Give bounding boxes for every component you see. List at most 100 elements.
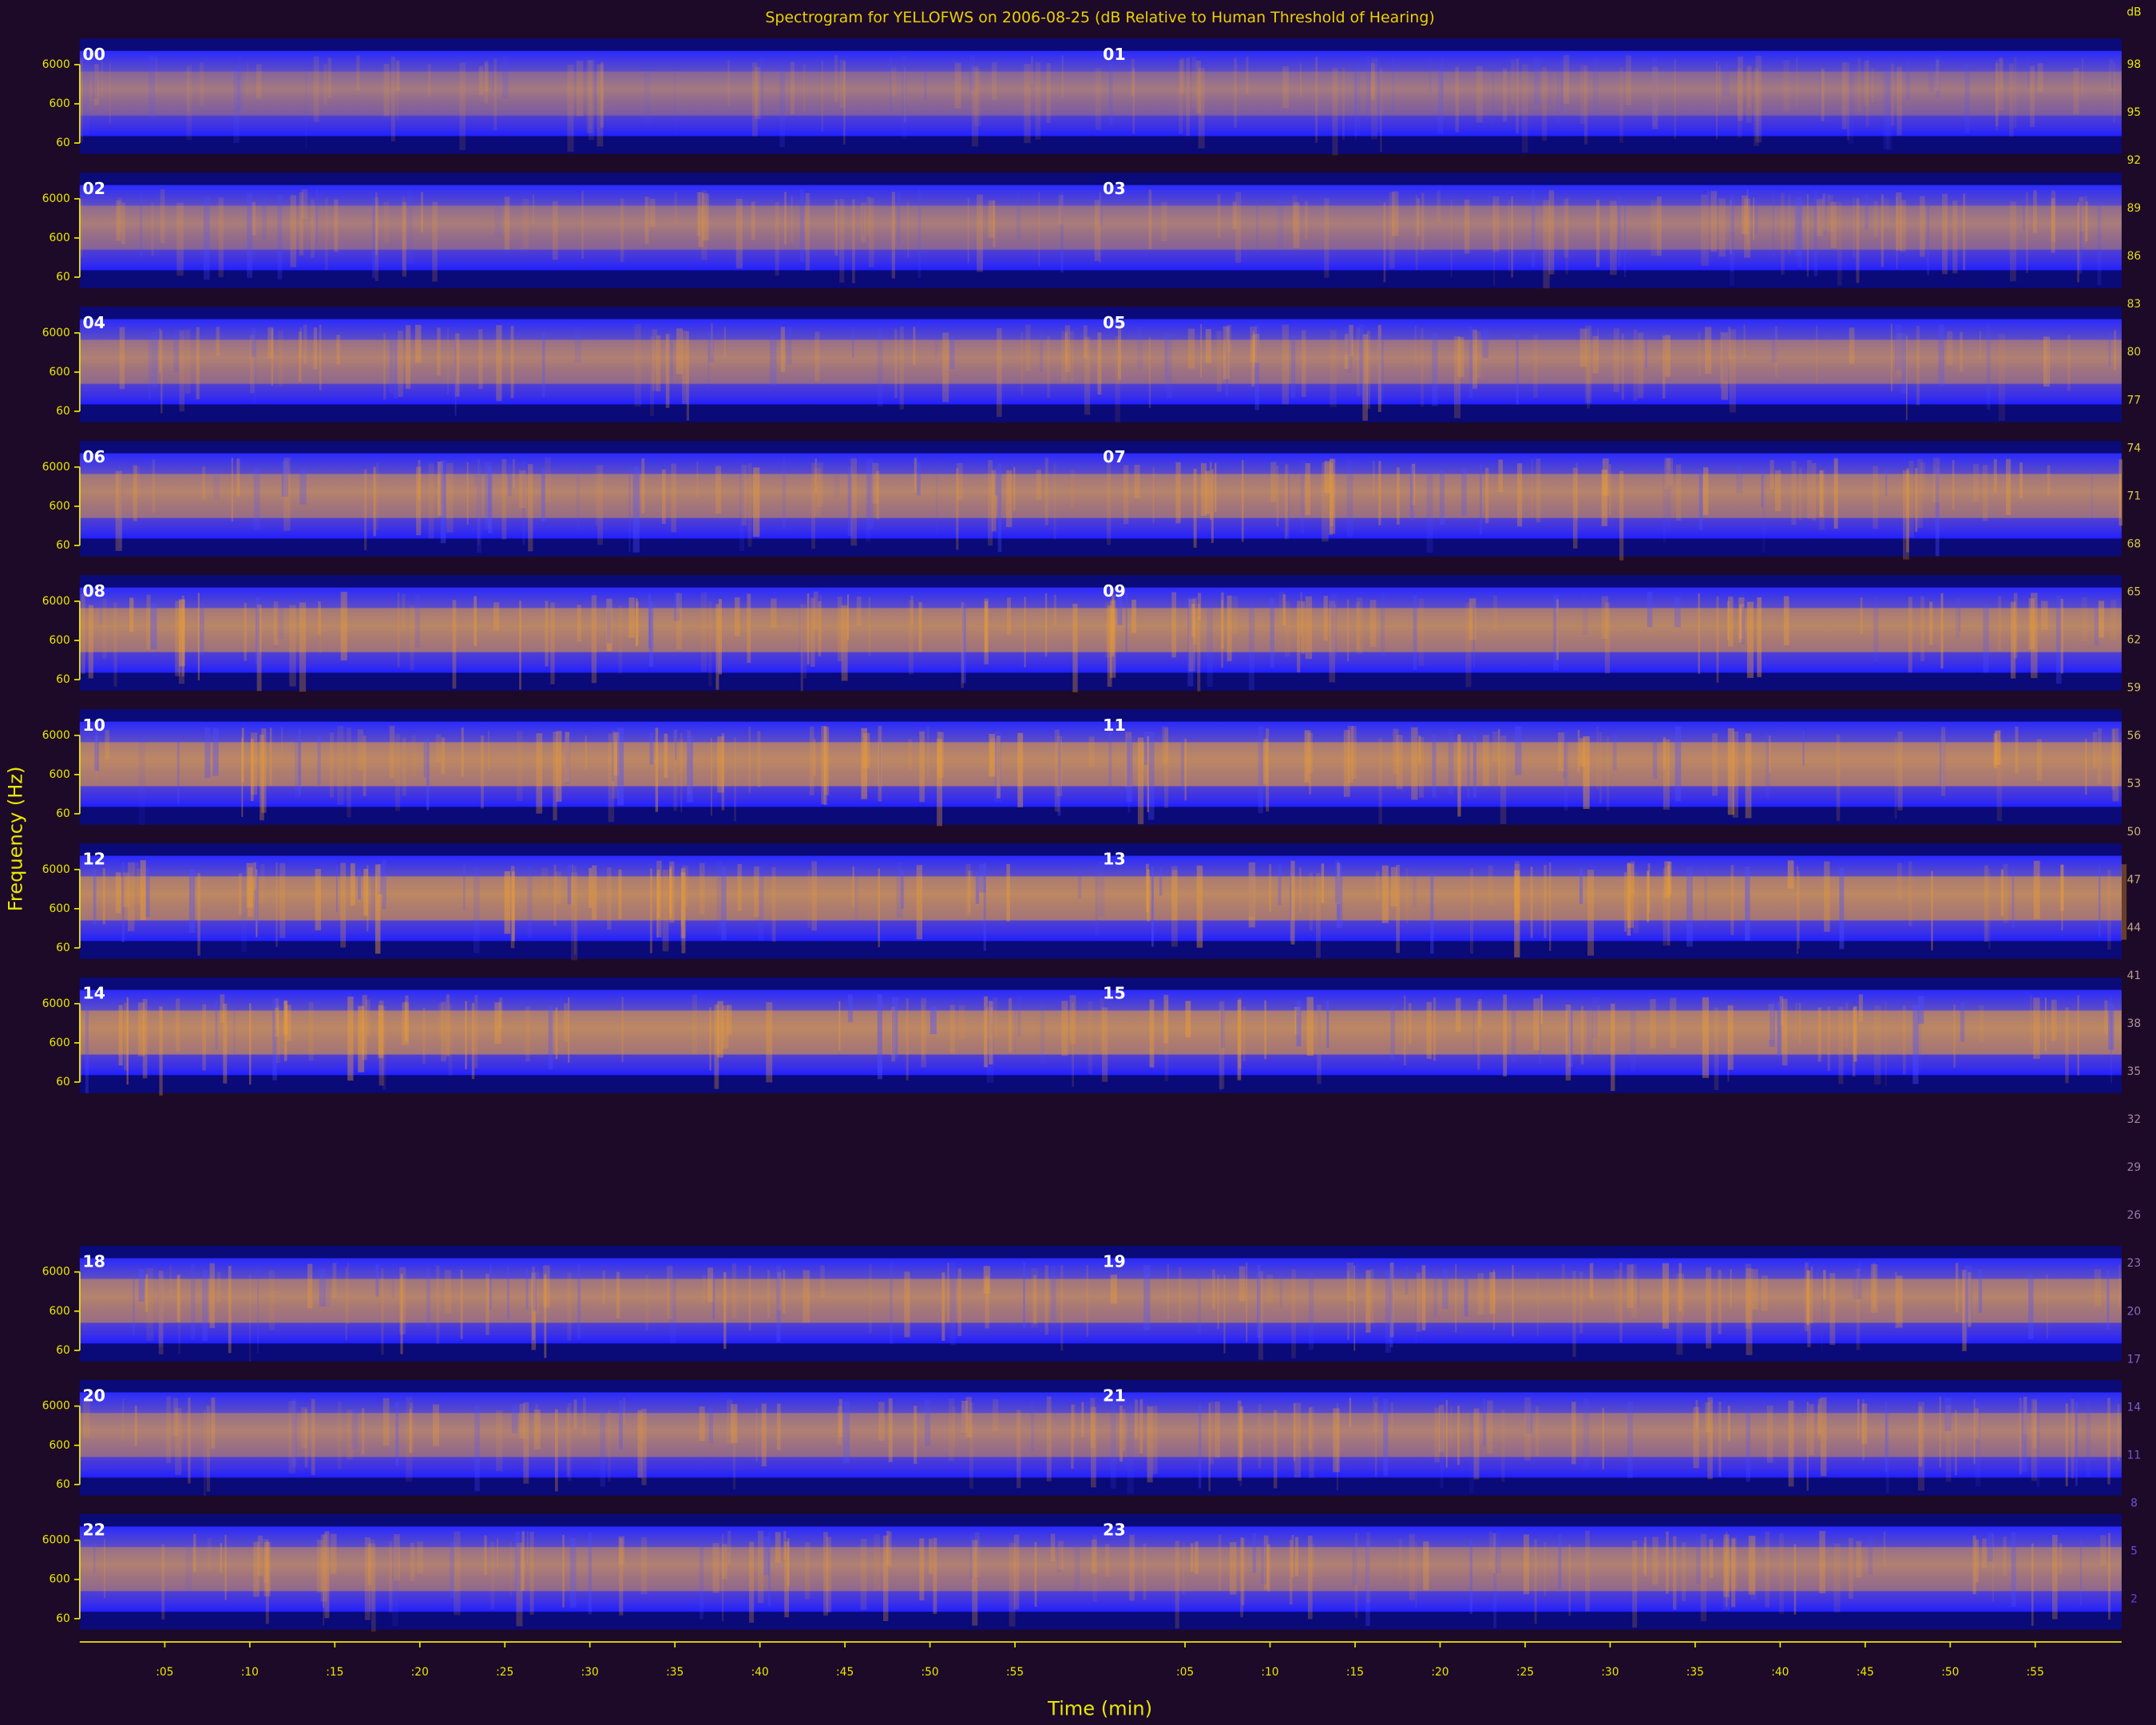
spectrogram-texture [665, 334, 670, 408]
spectrogram-texture [1229, 1541, 1237, 1595]
spectrogram-texture [124, 1002, 129, 1071]
spectrogram-texture [770, 335, 777, 387]
spectrogram-texture [676, 593, 682, 649]
spectrogram-texture [860, 1538, 867, 1611]
spectrogram-texture [1239, 1266, 1246, 1301]
spectrogram-texture [202, 466, 206, 500]
spectrogram-texture [722, 1005, 729, 1049]
spectrogram-texture [1656, 196, 1662, 256]
spectrogram-texture [675, 729, 677, 760]
spectrogram-texture [1248, 603, 1255, 691]
spectrogram-texture [288, 1400, 296, 1473]
spectrogram-texture [986, 1007, 993, 1039]
spectrogram-texture [933, 1537, 937, 1614]
spectrogram-texture [1278, 592, 1285, 625]
spectrogram-texture [269, 728, 272, 786]
spectrogram-texture [1942, 193, 1948, 275]
spectrogram-texture [496, 1410, 503, 1472]
spectrogram-texture [699, 862, 705, 914]
spectrogram-texture [775, 1532, 781, 1563]
spectrogram-texture [596, 64, 604, 147]
spectrogram-texture [121, 862, 125, 943]
spectrogram-texture [1134, 464, 1140, 498]
spectrogram-texture [102, 868, 105, 925]
spectrogram-texture [1294, 1537, 1299, 1576]
spectrogram-texture [969, 55, 976, 91]
spectrogram-texture [1195, 1541, 1199, 1574]
spectrogram-texture [1309, 730, 1312, 795]
spectrogram-texture [1707, 190, 1710, 266]
spectrogram-texture [209, 1263, 215, 1329]
spectrogram-texture [1992, 1534, 1994, 1603]
spectrogram-texture [1330, 330, 1337, 407]
spectrogram-texture [1747, 65, 1751, 108]
spectrogram-texture [661, 469, 666, 524]
y-tick-label: 600 [50, 634, 70, 647]
spectrogram-texture [1127, 1406, 1134, 1494]
spectrogram-texture [1511, 196, 1513, 278]
spectrogram-texture [1472, 605, 1475, 668]
spectrogram-glow [79, 1413, 2122, 1457]
spectrogram-texture [1586, 328, 1591, 409]
spectrogram-texture [513, 458, 515, 488]
spectrogram-texture [1896, 862, 1902, 900]
spectrogram-texture [716, 860, 723, 937]
y-tick-label: 600 [50, 97, 70, 110]
spectrogram-texture [1328, 462, 1334, 536]
spectrogram-texture [1050, 1265, 1056, 1322]
colorbar-tick-label: 95 [2127, 106, 2142, 119]
spectrogram-texture [202, 1004, 206, 1071]
spectrogram-texture [1072, 1404, 1076, 1438]
spectrogram-texture [1589, 1263, 1594, 1299]
x-tick-label: :35 [666, 1666, 684, 1679]
spectrogram-texture [299, 327, 303, 358]
spectrogram-texture [1163, 332, 1167, 379]
spectrogram-texture [1284, 601, 1290, 657]
spectrogram-texture [366, 999, 371, 1036]
spectrogram-texture [862, 195, 864, 236]
spectrogram-texture [1975, 1402, 1981, 1487]
spectrogram-texture [402, 201, 407, 277]
spectrogram-texture [947, 1262, 949, 1322]
spectrogram-texture [921, 1005, 924, 1060]
spectrogram-texture [592, 865, 597, 920]
spectrogram-texture [1802, 730, 1805, 767]
spectrogram-texture [608, 1410, 611, 1482]
spectrogram-texture [1187, 597, 1194, 687]
spectrogram-texture [283, 458, 291, 531]
spectrogram-texture [1415, 1541, 1417, 1608]
spectrogram-texture [1941, 727, 1946, 796]
spectrogram-texture [1544, 1542, 1547, 1596]
spectrogram-texture [1099, 192, 1101, 264]
spectrogram-texture [1417, 198, 1420, 237]
y-tick-label: 60 [56, 1612, 70, 1625]
spectrogram-texture [819, 594, 822, 641]
spectrogram-texture [1568, 1544, 1571, 1616]
spectrogram-texture [984, 996, 989, 1068]
spectrogram-texture [1676, 1273, 1683, 1355]
spectrogram-texture [721, 732, 725, 811]
spectrogram-texture [890, 1263, 893, 1345]
spectrogram-texture [1788, 1400, 1794, 1487]
spectrogram-texture [102, 598, 107, 660]
spectrogram-texture [1710, 1400, 1713, 1455]
spectrogram-texture [1498, 728, 1500, 786]
spectrogram-texture [2030, 65, 2035, 128]
spectrogram-texture [1038, 191, 1040, 268]
spectrogram-texture [484, 62, 489, 93]
spectrogram-texture [1050, 1533, 1056, 1562]
hour-label: 10 [82, 716, 105, 735]
spectrogram-texture [541, 468, 545, 521]
spectrogram-texture [1492, 1533, 1496, 1573]
spectrogram-texture [1964, 62, 1970, 133]
spectrogram-texture [307, 1263, 313, 1309]
spectrogram-texture [993, 997, 998, 1037]
y-tick-label: 6000 [42, 461, 70, 474]
spectrogram-texture [989, 1001, 993, 1065]
spectrogram-texture [1609, 463, 1611, 515]
spectrogram-texture [1906, 61, 1911, 101]
spectrogram-texture [409, 1408, 412, 1453]
spectrogram-texture [854, 866, 858, 926]
spectrogram-texture [1072, 604, 1078, 692]
spectrogram-texture [1940, 593, 1944, 669]
